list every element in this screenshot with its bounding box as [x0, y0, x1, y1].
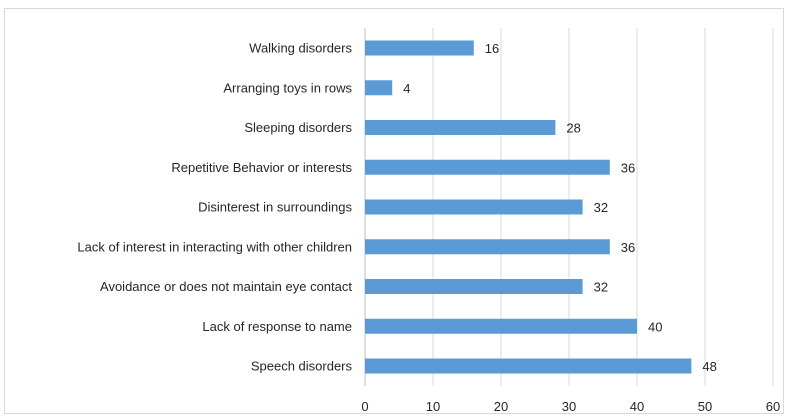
category-label: Disinterest in surroundings [198, 200, 352, 215]
category-label: Speech disorders [251, 359, 353, 374]
data-label: 28 [566, 121, 580, 136]
data-label: 36 [621, 160, 635, 175]
bar [365, 199, 583, 215]
x-tick-label: 10 [426, 399, 440, 414]
bar [365, 40, 474, 56]
data-label: 4 [403, 81, 410, 96]
category-label: Avoidance or does not maintain eye conta… [100, 279, 352, 294]
bar [365, 159, 610, 175]
data-label: 32 [594, 200, 608, 215]
x-tick-label: 30 [562, 399, 576, 414]
x-tick-label: 50 [698, 399, 712, 414]
category-label: Repetitive Behavior or interests [171, 160, 352, 175]
data-label: 48 [702, 359, 716, 374]
bar [365, 120, 556, 135]
x-tick-label: 60 [766, 399, 780, 414]
x-tick-label: 0 [361, 399, 368, 414]
category-label: Lack of interest in interacting with oth… [77, 239, 352, 254]
category-label: Walking disorders [249, 41, 352, 56]
x-tick-label: 40 [630, 399, 644, 414]
data-label: 16 [485, 41, 499, 56]
data-label: 32 [594, 280, 608, 295]
bar [365, 80, 393, 96]
bar [365, 358, 692, 374]
x-tick-label: 20 [494, 399, 508, 414]
bar [365, 279, 583, 294]
category-label: Sleeping disorders [244, 120, 352, 135]
category-label: Lack of response to name [202, 319, 352, 334]
bar [365, 239, 610, 255]
category-label: Arranging toys in rows [223, 80, 352, 95]
data-label: 36 [621, 240, 635, 255]
bar [365, 318, 637, 334]
data-label: 40 [648, 319, 662, 334]
